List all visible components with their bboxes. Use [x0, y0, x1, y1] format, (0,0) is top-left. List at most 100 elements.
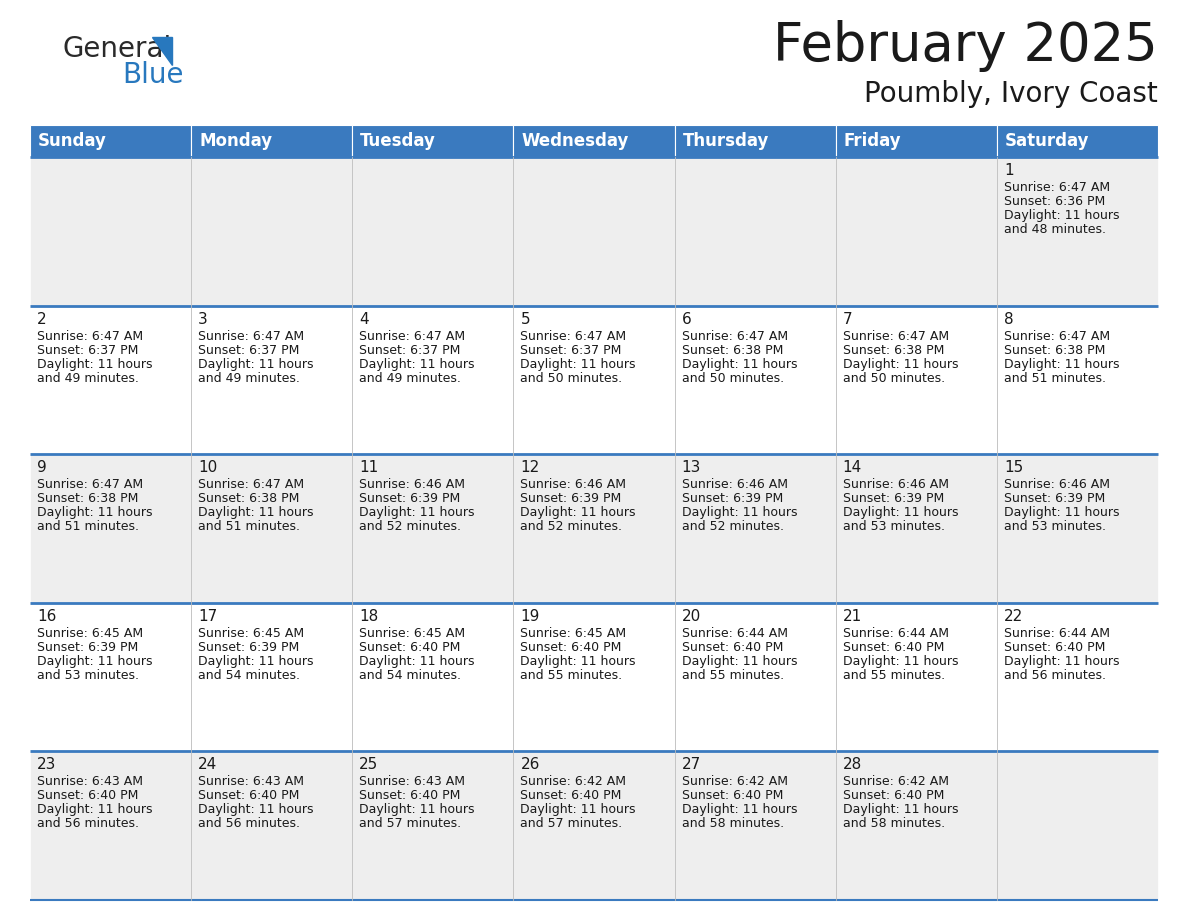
Text: and 50 minutes.: and 50 minutes.: [520, 372, 623, 385]
Bar: [353, 306, 513, 454]
Text: Sunrise: 6:47 AM: Sunrise: 6:47 AM: [682, 330, 788, 342]
Text: and 52 minutes.: and 52 minutes.: [682, 521, 784, 533]
Bar: [835, 157, 997, 306]
Text: Sunrise: 6:47 AM: Sunrise: 6:47 AM: [37, 478, 143, 491]
Text: Sunrise: 6:44 AM: Sunrise: 6:44 AM: [842, 627, 949, 640]
Bar: [191, 454, 353, 603]
Text: Poumbly, Ivory Coast: Poumbly, Ivory Coast: [864, 80, 1158, 108]
Text: Sunrise: 6:47 AM: Sunrise: 6:47 AM: [1004, 181, 1110, 194]
Text: Sunrise: 6:47 AM: Sunrise: 6:47 AM: [198, 330, 304, 342]
Text: Wednesday: Wednesday: [522, 132, 628, 150]
Text: 6: 6: [682, 311, 691, 327]
Text: Sunset: 6:40 PM: Sunset: 6:40 PM: [37, 789, 138, 802]
Text: and 58 minutes.: and 58 minutes.: [842, 817, 944, 831]
Bar: [997, 603, 1158, 752]
Text: Sunset: 6:38 PM: Sunset: 6:38 PM: [198, 492, 299, 505]
Text: and 51 minutes.: and 51 minutes.: [37, 521, 139, 533]
Text: 19: 19: [520, 609, 539, 624]
Text: Sunrise: 6:42 AM: Sunrise: 6:42 AM: [520, 776, 626, 789]
Text: Daylight: 11 hours: Daylight: 11 hours: [359, 506, 475, 520]
Text: Tuesday: Tuesday: [360, 132, 436, 150]
Text: Sunset: 6:40 PM: Sunset: 6:40 PM: [198, 789, 299, 802]
Text: 25: 25: [359, 757, 379, 772]
Text: and 54 minutes.: and 54 minutes.: [359, 669, 461, 682]
Bar: [191, 603, 353, 752]
Text: 21: 21: [842, 609, 862, 624]
Bar: [675, 603, 835, 752]
Text: and 51 minutes.: and 51 minutes.: [198, 521, 301, 533]
Text: 24: 24: [198, 757, 217, 772]
Bar: [30, 125, 191, 157]
Bar: [353, 752, 513, 900]
Text: Friday: Friday: [843, 132, 902, 150]
Bar: [835, 752, 997, 900]
Bar: [353, 125, 513, 157]
Text: Sunrise: 6:46 AM: Sunrise: 6:46 AM: [842, 478, 949, 491]
Bar: [513, 157, 675, 306]
Text: Sunrise: 6:46 AM: Sunrise: 6:46 AM: [359, 478, 466, 491]
Text: 13: 13: [682, 460, 701, 476]
Text: Sunset: 6:39 PM: Sunset: 6:39 PM: [1004, 492, 1105, 505]
Text: Daylight: 11 hours: Daylight: 11 hours: [198, 358, 314, 371]
Text: Sunset: 6:37 PM: Sunset: 6:37 PM: [198, 343, 299, 356]
Text: Sunrise: 6:46 AM: Sunrise: 6:46 AM: [520, 478, 626, 491]
Bar: [30, 603, 191, 752]
Text: 11: 11: [359, 460, 379, 476]
Text: 9: 9: [37, 460, 46, 476]
Text: 10: 10: [198, 460, 217, 476]
Text: and 52 minutes.: and 52 minutes.: [359, 521, 461, 533]
Text: Daylight: 11 hours: Daylight: 11 hours: [198, 803, 314, 816]
Text: Sunset: 6:40 PM: Sunset: 6:40 PM: [1004, 641, 1105, 654]
Text: Daylight: 11 hours: Daylight: 11 hours: [520, 655, 636, 667]
Text: Sunset: 6:39 PM: Sunset: 6:39 PM: [37, 641, 138, 654]
Bar: [835, 306, 997, 454]
Text: Daylight: 11 hours: Daylight: 11 hours: [359, 803, 475, 816]
Text: Sunset: 6:40 PM: Sunset: 6:40 PM: [682, 789, 783, 802]
Text: Sunrise: 6:46 AM: Sunrise: 6:46 AM: [1004, 478, 1110, 491]
Text: Daylight: 11 hours: Daylight: 11 hours: [682, 803, 797, 816]
Text: Sunset: 6:40 PM: Sunset: 6:40 PM: [520, 789, 621, 802]
Text: Monday: Monday: [200, 132, 272, 150]
Text: Daylight: 11 hours: Daylight: 11 hours: [682, 655, 797, 667]
Bar: [191, 125, 353, 157]
Bar: [513, 752, 675, 900]
Polygon shape: [152, 37, 172, 65]
Text: and 49 minutes.: and 49 minutes.: [198, 372, 301, 385]
Bar: [675, 752, 835, 900]
Text: Daylight: 11 hours: Daylight: 11 hours: [682, 506, 797, 520]
Text: 7: 7: [842, 311, 852, 327]
Text: Sunset: 6:40 PM: Sunset: 6:40 PM: [682, 641, 783, 654]
Bar: [513, 603, 675, 752]
Text: Daylight: 11 hours: Daylight: 11 hours: [1004, 506, 1119, 520]
Text: Daylight: 11 hours: Daylight: 11 hours: [842, 358, 959, 371]
Text: and 55 minutes.: and 55 minutes.: [520, 669, 623, 682]
Text: Sunrise: 6:47 AM: Sunrise: 6:47 AM: [198, 478, 304, 491]
Text: Daylight: 11 hours: Daylight: 11 hours: [37, 803, 152, 816]
Bar: [353, 603, 513, 752]
Text: Daylight: 11 hours: Daylight: 11 hours: [520, 803, 636, 816]
Text: 22: 22: [1004, 609, 1023, 624]
Text: 2: 2: [37, 311, 46, 327]
Text: Thursday: Thursday: [683, 132, 769, 150]
Text: Daylight: 11 hours: Daylight: 11 hours: [520, 506, 636, 520]
Bar: [997, 306, 1158, 454]
Text: Sunrise: 6:45 AM: Sunrise: 6:45 AM: [520, 627, 626, 640]
Text: and 49 minutes.: and 49 minutes.: [359, 372, 461, 385]
Text: Daylight: 11 hours: Daylight: 11 hours: [37, 506, 152, 520]
Text: Sunrise: 6:47 AM: Sunrise: 6:47 AM: [359, 330, 466, 342]
Text: Sunrise: 6:43 AM: Sunrise: 6:43 AM: [37, 776, 143, 789]
Text: 27: 27: [682, 757, 701, 772]
Text: Daylight: 11 hours: Daylight: 11 hours: [37, 655, 152, 667]
Text: and 56 minutes.: and 56 minutes.: [1004, 669, 1106, 682]
Text: Sunrise: 6:47 AM: Sunrise: 6:47 AM: [1004, 330, 1110, 342]
Bar: [353, 157, 513, 306]
Text: Sunrise: 6:45 AM: Sunrise: 6:45 AM: [359, 627, 466, 640]
Bar: [997, 454, 1158, 603]
Bar: [997, 157, 1158, 306]
Text: Daylight: 11 hours: Daylight: 11 hours: [520, 358, 636, 371]
Text: 17: 17: [198, 609, 217, 624]
Text: and 54 minutes.: and 54 minutes.: [198, 669, 301, 682]
Text: and 53 minutes.: and 53 minutes.: [1004, 521, 1106, 533]
Bar: [30, 157, 191, 306]
Text: Sunset: 6:37 PM: Sunset: 6:37 PM: [359, 343, 461, 356]
